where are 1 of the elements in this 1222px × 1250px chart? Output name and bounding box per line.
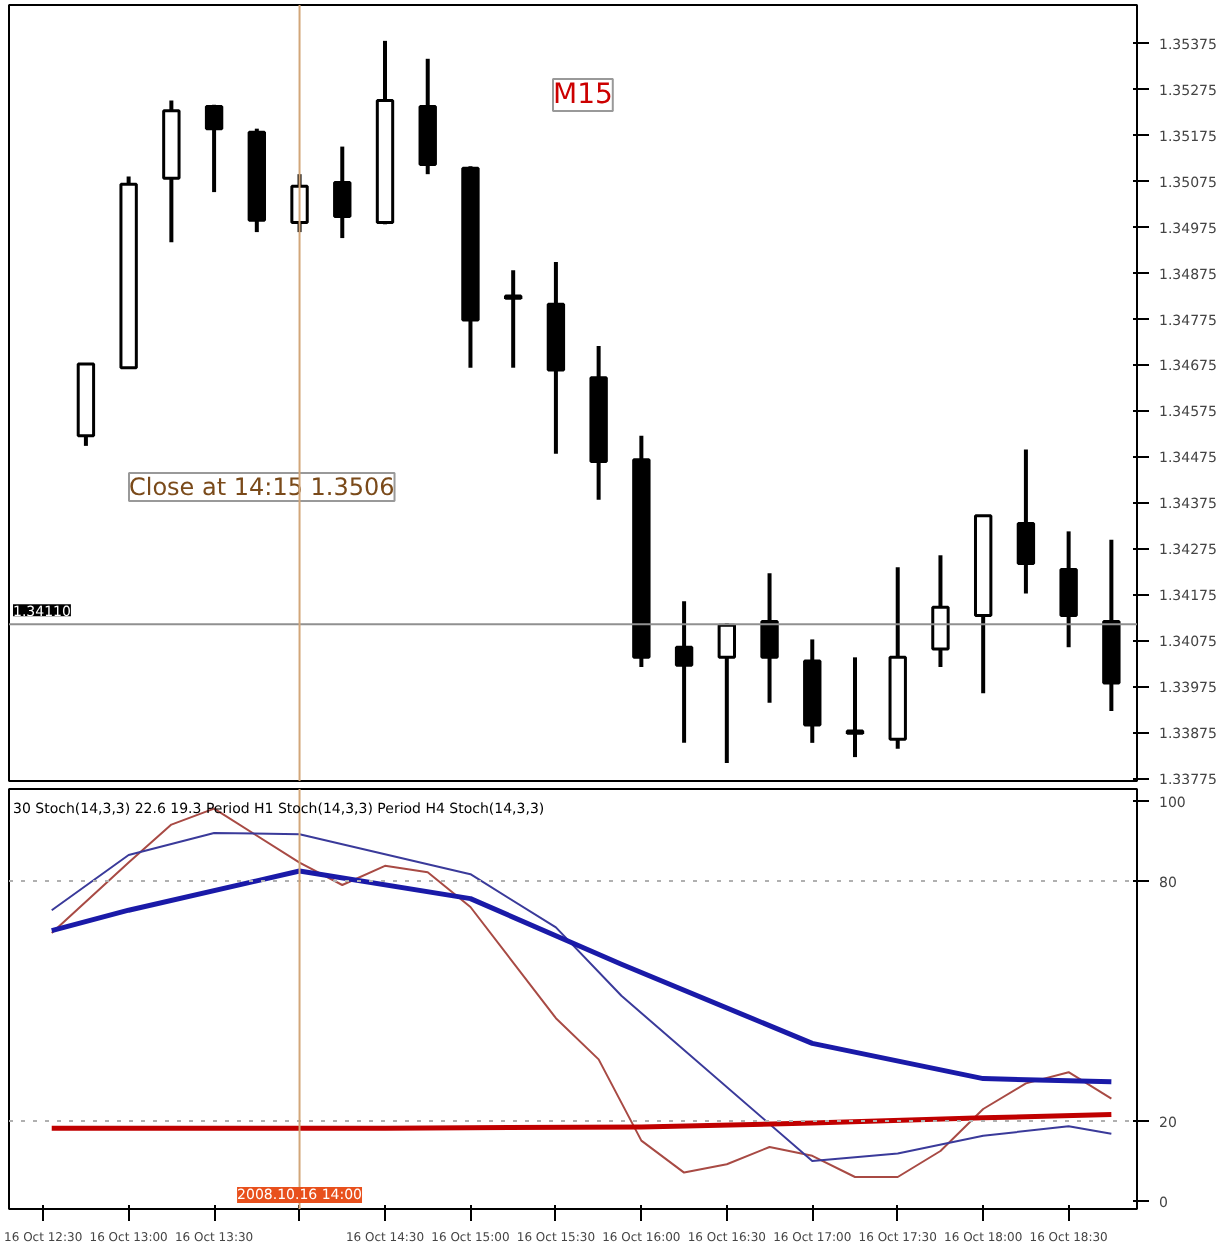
annotation: M15 — [553, 79, 613, 111]
